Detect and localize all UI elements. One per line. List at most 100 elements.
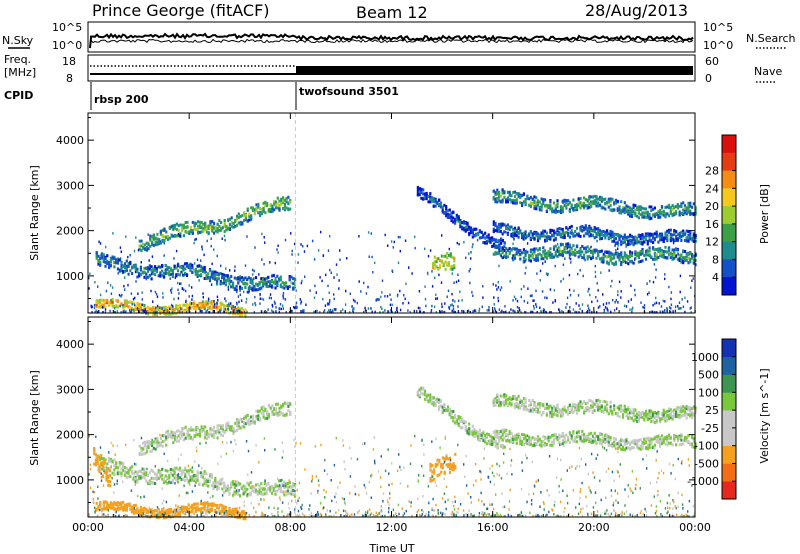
heatmap-cell xyxy=(685,229,688,233)
heatmap-cell xyxy=(125,299,128,303)
heatmap-cell xyxy=(422,192,425,196)
heatmap-cell xyxy=(131,265,134,269)
heatmap-cell xyxy=(655,253,658,257)
heatmap-cell xyxy=(205,271,207,274)
heatmap-cell xyxy=(492,242,496,246)
heatmap-cell xyxy=(431,470,434,474)
heatmap-cell xyxy=(224,505,227,509)
heatmap-cell xyxy=(276,274,279,278)
heatmap-cell xyxy=(237,221,240,225)
heatmap-cell xyxy=(568,252,571,256)
heatmap-cell xyxy=(682,208,685,212)
heatmap-cell xyxy=(561,206,564,210)
heatmap-cell xyxy=(522,250,525,254)
heatmap-cell xyxy=(583,226,586,230)
heatmap-cell xyxy=(567,242,570,246)
heatmap-cell xyxy=(194,238,196,242)
heatmap-cell xyxy=(177,305,180,309)
heatmap-cell xyxy=(293,242,296,246)
heatmap-cell xyxy=(327,284,329,288)
heatmap-cell xyxy=(207,502,210,506)
heatmap-cell xyxy=(154,273,157,277)
heatmap-cell xyxy=(437,257,440,261)
heatmap-cell xyxy=(253,288,256,292)
heatmap-cell xyxy=(496,200,499,204)
heatmap-cell xyxy=(161,273,164,277)
heatmap-cell xyxy=(604,306,607,309)
heatmap-cell xyxy=(356,301,358,305)
heatmap-cell xyxy=(657,210,660,214)
heatmap-cell xyxy=(193,302,196,306)
heatmap-cell xyxy=(262,281,265,285)
heatmap-cell xyxy=(123,299,127,303)
heatmap-cell xyxy=(454,310,456,314)
heatmap-cell xyxy=(144,310,146,314)
heatmap-cell xyxy=(155,473,158,477)
heatmap-cell xyxy=(452,305,455,308)
heatmap-cell xyxy=(212,433,216,437)
heatmap-cell xyxy=(159,470,162,474)
heatmap-cell xyxy=(164,264,167,267)
heatmap-cell xyxy=(408,266,410,269)
heatmap-cell xyxy=(170,291,173,294)
heatmap-cell xyxy=(145,248,148,252)
heatmap-cell xyxy=(240,286,243,290)
heatmap-cell xyxy=(510,225,513,229)
heatmap-cell xyxy=(204,430,207,434)
heatmap-cell xyxy=(271,303,273,307)
heatmap-cell xyxy=(260,280,263,284)
heatmap-cell xyxy=(535,204,538,208)
heatmap-cell xyxy=(416,190,419,194)
heatmap-cell xyxy=(562,263,565,266)
heatmap-cell xyxy=(209,427,212,431)
heatmap-cell xyxy=(230,302,232,305)
heatmap-cell xyxy=(156,445,159,449)
heatmap-cell xyxy=(648,253,651,257)
heatmap-cell xyxy=(185,302,189,306)
heatmap-cell xyxy=(496,246,499,250)
heatmap-cell xyxy=(139,510,142,514)
heatmap-cell xyxy=(164,272,167,276)
heatmap-cell xyxy=(535,231,538,235)
heatmap-cell xyxy=(277,487,281,491)
heatmap-cell xyxy=(423,197,427,201)
heatmap-cell xyxy=(328,309,330,312)
heatmap-cell xyxy=(263,492,266,496)
heatmap-cell xyxy=(150,265,153,269)
heatmap-cell xyxy=(634,251,637,254)
heatmap-cell xyxy=(264,200,267,204)
heatmap-cell xyxy=(644,234,648,238)
heatmap-cell xyxy=(590,233,593,237)
heatmap-cell xyxy=(547,253,550,257)
heatmap-cell xyxy=(669,256,672,260)
nsky-label: N.Sky xyxy=(2,34,34,47)
heatmap-cell xyxy=(438,407,441,411)
heatmap-cell xyxy=(245,297,248,301)
heatmap-cell xyxy=(629,212,632,216)
heatmap-cell xyxy=(132,265,135,269)
heatmap-cell xyxy=(147,440,150,444)
heatmap-cell xyxy=(539,306,541,309)
heatmap-cell xyxy=(430,309,433,312)
heatmap-cell xyxy=(561,227,564,231)
heatmap-cell xyxy=(500,311,502,314)
heatmap-cell xyxy=(653,238,656,242)
heatmap-cell xyxy=(464,229,467,233)
heatmap-cell xyxy=(498,240,501,244)
heatmap-cell xyxy=(137,248,140,252)
heatmap-cell xyxy=(630,259,633,263)
heatmap-cell xyxy=(506,226,509,230)
heatmap-cell xyxy=(148,510,151,514)
heatmap-cell xyxy=(396,308,398,311)
heatmap-cell xyxy=(267,280,270,284)
heatmap-cell xyxy=(162,296,164,299)
heatmap-cell xyxy=(233,309,236,313)
heatmap-cell xyxy=(535,201,538,205)
heatmap-cell xyxy=(115,261,118,265)
heatmap-cell xyxy=(114,311,117,314)
heatmap-cell xyxy=(198,507,201,511)
heatmap-cell xyxy=(282,404,285,408)
heatmap-cell xyxy=(209,432,212,436)
heatmap-cell xyxy=(683,250,687,253)
heatmap-cell xyxy=(267,486,270,490)
